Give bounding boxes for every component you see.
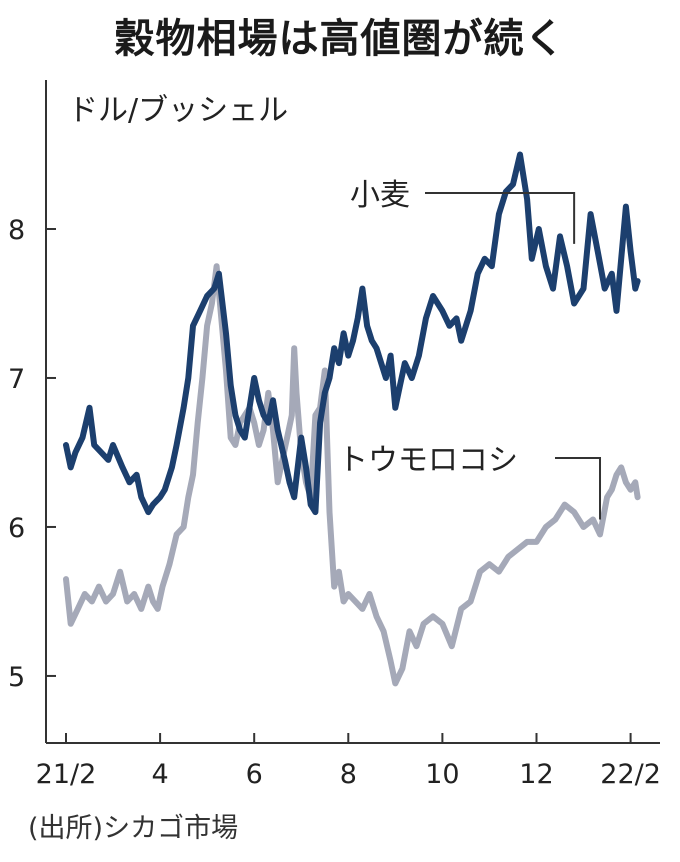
- source-note: (出所)シカゴ市場: [28, 813, 239, 844]
- y-tick-label: 7: [8, 364, 25, 395]
- x-tick-label: 22/2: [600, 759, 661, 790]
- wheat-leader-line: [425, 192, 576, 244]
- series-lines: [63, 151, 641, 687]
- wheat-line: [63, 151, 641, 516]
- y-ticks: 5 6 7 8: [8, 215, 56, 693]
- axes: [45, 80, 660, 744]
- wheat-label: 小麦: [350, 178, 410, 213]
- x-tick-label: 4: [152, 759, 169, 790]
- corn-label: トウモロコシ: [338, 443, 518, 478]
- x-tick-label: 8: [340, 759, 357, 790]
- y-axis-label: ドル/ブッシェル: [68, 93, 288, 128]
- x-tick-label: 10: [425, 759, 459, 790]
- chart-title: 穀物相場は高値圏が続く: [114, 16, 566, 62]
- x-ticks: 21/2 4 6 8 10 12 22/2: [36, 733, 661, 790]
- corn-leader-line: [555, 457, 602, 520]
- x-tick-label: 12: [519, 759, 553, 790]
- x-tick-label: 6: [246, 759, 263, 790]
- y-tick-label: 8: [8, 215, 25, 246]
- y-tick-label: 5: [8, 662, 25, 693]
- y-tick-label: 6: [8, 513, 25, 544]
- x-tick-label: 21/2: [36, 759, 97, 790]
